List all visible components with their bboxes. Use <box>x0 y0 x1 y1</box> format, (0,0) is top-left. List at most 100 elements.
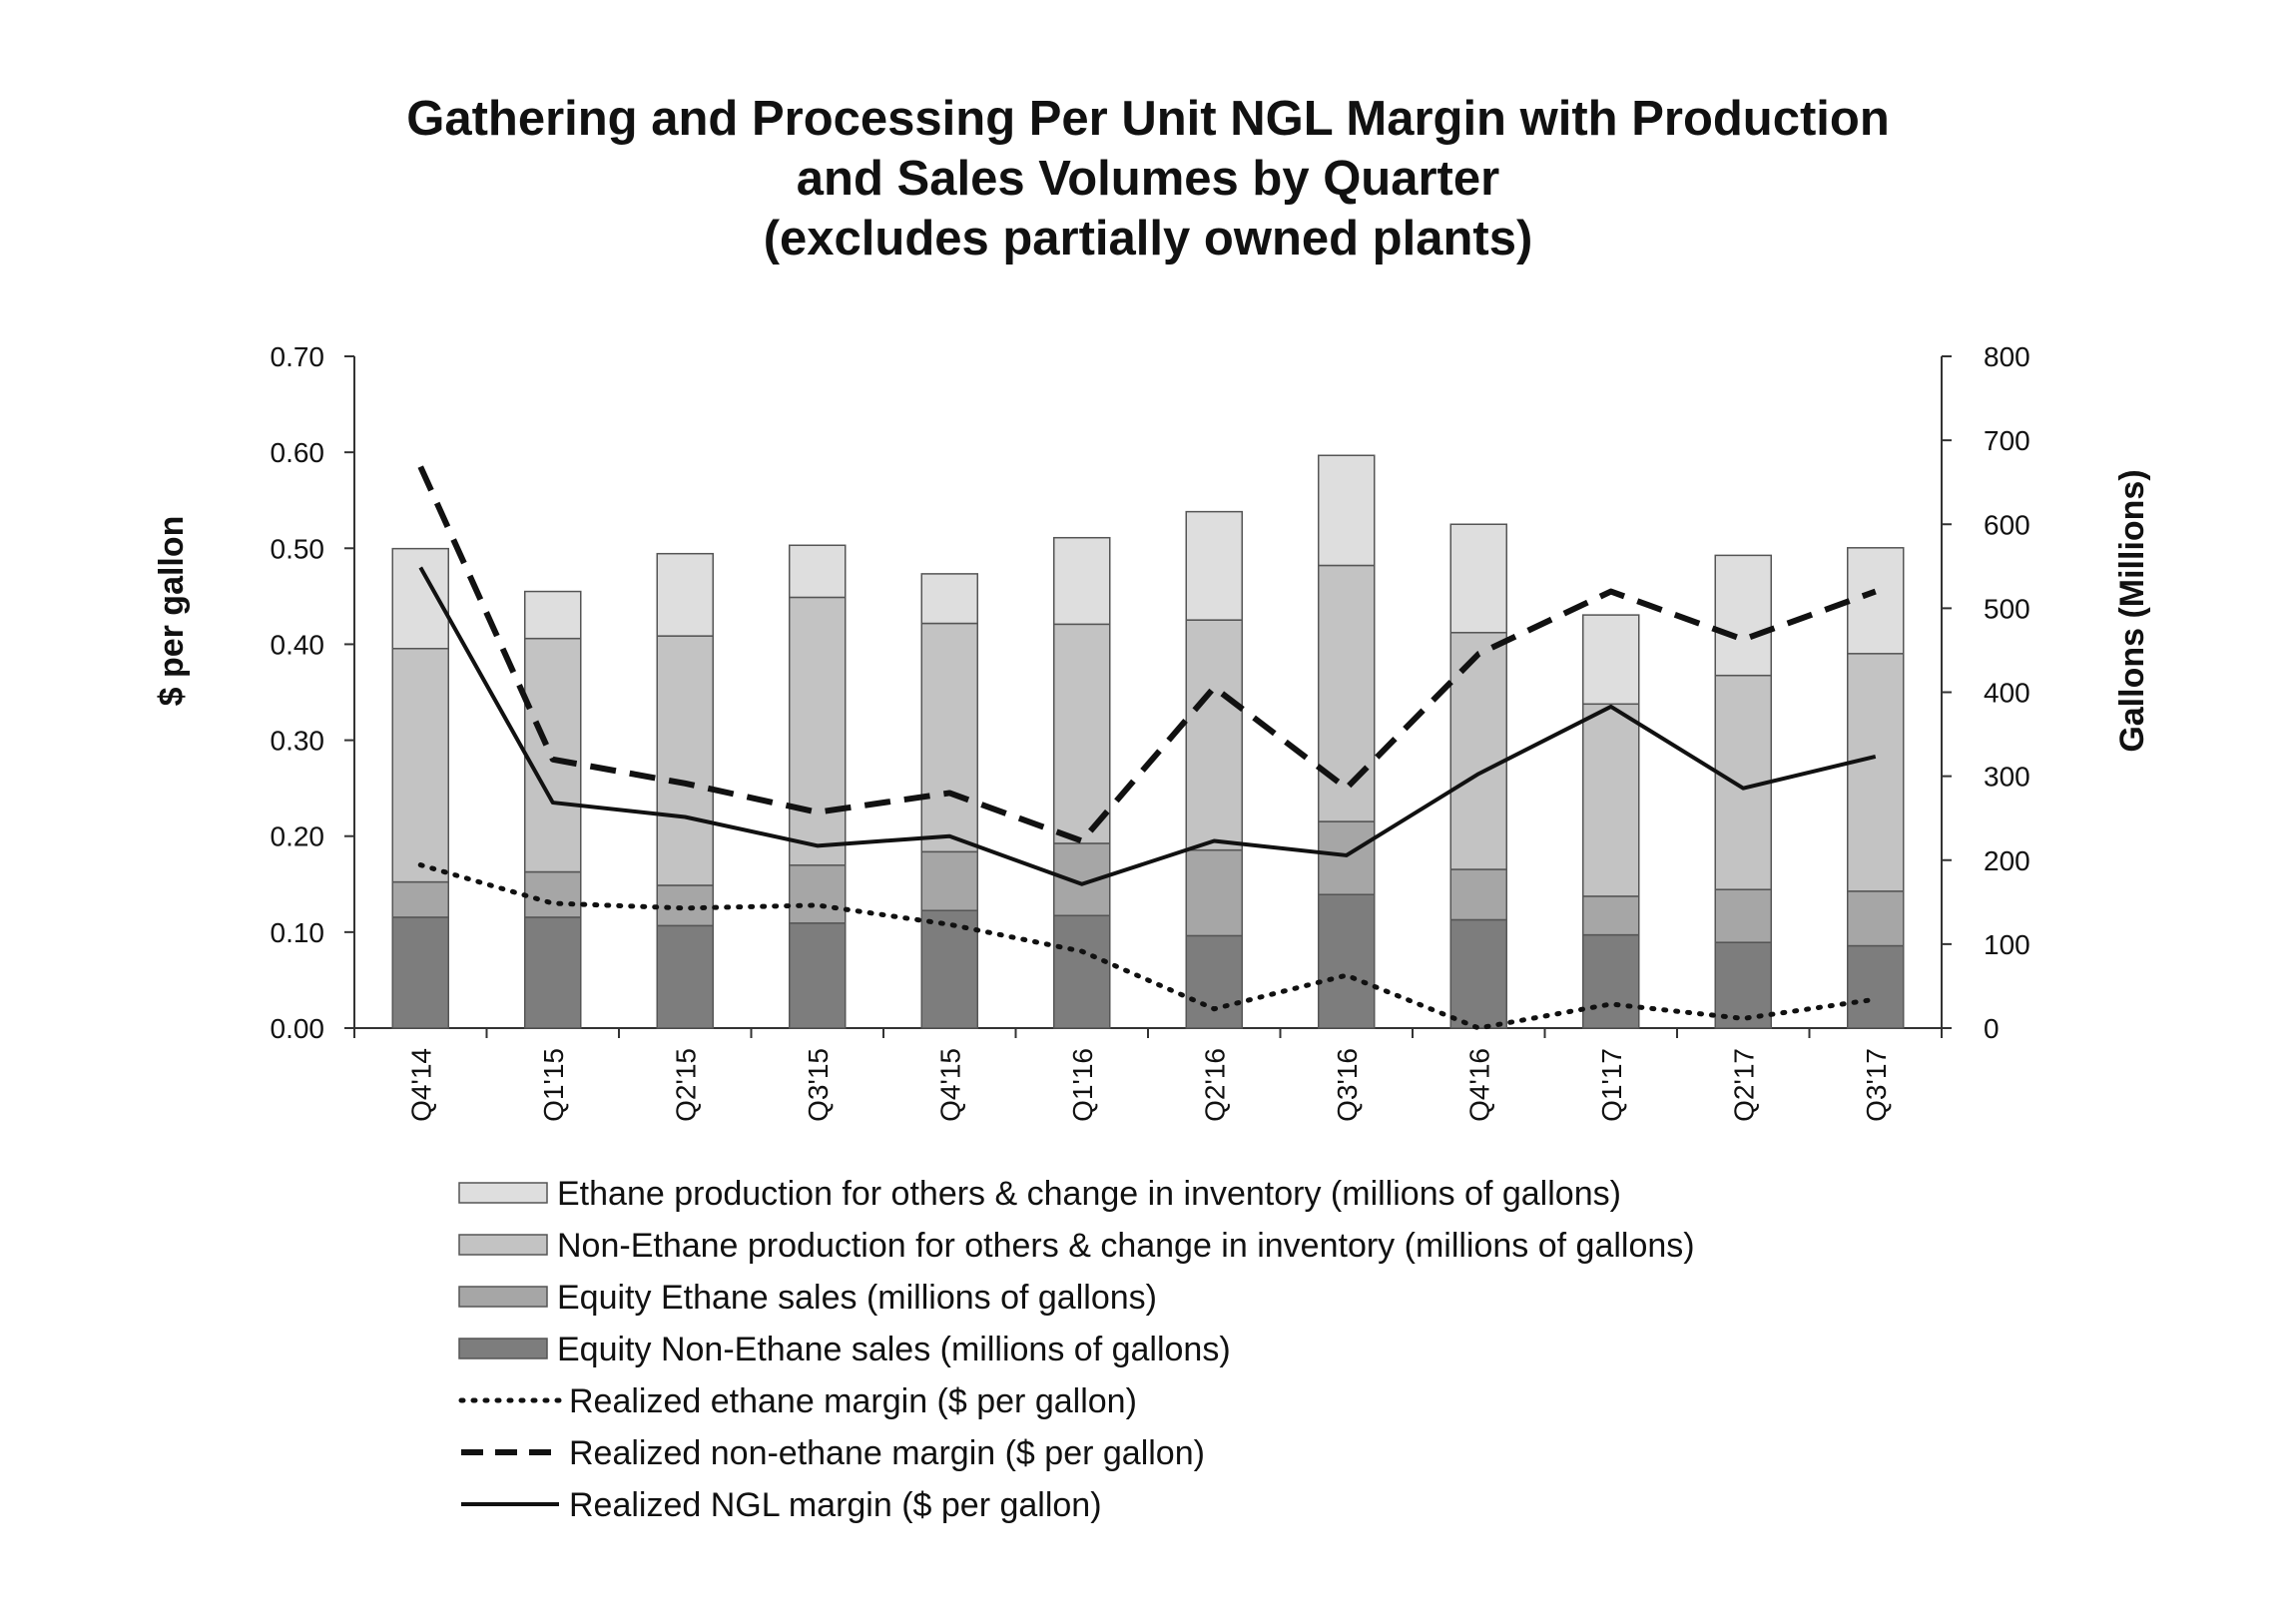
bar-segment-equity-non-ethane-sales <box>391 916 449 1029</box>
left-tick-label: 0.00 <box>271 1013 325 1044</box>
left-axis-title: $ per gallon <box>153 516 191 707</box>
bar-segment-non-ethane-production-for-others-change-in-inventory <box>656 635 714 886</box>
right-tick-label: 600 <box>1984 509 2030 540</box>
bar-segment-non-ethane-production-for-others-change-in-inventory <box>1185 619 1243 851</box>
chart-title-line-3: (excludes partially owned plants) <box>764 212 1533 266</box>
bar-segment-equity-ethane-sales <box>789 864 847 924</box>
bar-segment-equity-non-ethane-sales <box>1449 918 1507 1029</box>
x-tick-label: Q3'16 <box>1332 1048 1363 1122</box>
bar-segment-equity-non-ethane-sales <box>1318 893 1376 1029</box>
right-tick-label: 800 <box>1984 341 2030 372</box>
legend-swatch <box>458 1286 548 1308</box>
lines <box>417 465 1879 1031</box>
bar-segment-non-ethane-production-for-others-change-in-inventory <box>1318 564 1376 822</box>
bar-segment-non-ethane-production-for-others-change-in-inventory <box>789 596 847 866</box>
chart-title-line-2: and Sales Volumes by Quarter <box>797 152 1499 206</box>
bar-segment-equity-ethane-sales <box>920 850 978 911</box>
series-line-realized-ethane-margin <box>417 862 1879 1031</box>
legend-label: Equity Ethane sales (millions of gallons… <box>557 1279 1157 1317</box>
bar-segment-non-ethane-production-for-others-change-in-inventory <box>391 648 449 883</box>
legend-label: Realized NGL margin ($ per gallon) <box>569 1486 1102 1524</box>
x-tick-label: Q1'15 <box>538 1048 569 1122</box>
bar-segment-equity-non-ethane-sales <box>920 909 978 1029</box>
legend-label: Ethane production for others & change in… <box>557 1175 1621 1213</box>
legend-swatch <box>458 1234 548 1256</box>
bar-segment-non-ethane-production-for-others-change-in-inventory <box>1449 632 1507 870</box>
left-tick-label: 0.50 <box>271 533 325 564</box>
bar-segment-ethane-production-for-others-change-in-inventory <box>1185 510 1243 621</box>
bars <box>391 454 1905 1029</box>
bar-segment-equity-ethane-sales <box>1449 868 1507 921</box>
legend-item: Non-Ethane production for others & chang… <box>458 1227 1695 1265</box>
left-tick-label: 0.60 <box>271 437 325 468</box>
bar-segment-ethane-production-for-others-change-in-inventory <box>789 544 847 599</box>
right-axis-title: Gallons (Millions) <box>2113 469 2151 752</box>
right-tick-label: 100 <box>1984 929 2030 960</box>
legend-label: Equity Non-Ethane sales (millions of gal… <box>557 1331 1231 1368</box>
legend-label: Realized non-ethane margin ($ per gallon… <box>569 1434 1205 1472</box>
bar-segment-non-ethane-production-for-others-change-in-inventory <box>1053 623 1111 844</box>
bar-segment-equity-non-ethane-sales <box>1582 933 1640 1029</box>
chart-title-line-1: Gathering and Processing Per Unit NGL Ma… <box>406 92 1890 146</box>
bar-segment-ethane-production-for-others-change-in-inventory <box>1318 454 1376 567</box>
bar-segment-equity-non-ethane-sales <box>524 916 582 1029</box>
bar-segment-ethane-production-for-others-change-in-inventory <box>1449 523 1507 634</box>
bar-segment-equity-ethane-sales <box>1185 848 1243 937</box>
legend-item: Equity Ethane sales (millions of gallons… <box>458 1279 1157 1317</box>
bar-segment-ethane-production-for-others-change-in-inventory <box>1053 536 1111 626</box>
x-tick-label: Q4'14 <box>405 1048 436 1122</box>
bar-segment-equity-non-ethane-sales <box>656 924 714 1029</box>
bar-segment-equity-ethane-sales <box>524 870 582 918</box>
bar-segment-non-ethane-production-for-others-change-in-inventory <box>524 637 582 873</box>
left-tick-label: 0.40 <box>271 629 325 660</box>
bar-segment-non-ethane-production-for-others-change-in-inventory <box>1582 703 1640 897</box>
right-tick-label: 400 <box>1984 678 2030 709</box>
legend-item: Realized NGL margin ($ per gallon) <box>461 1486 1102 1524</box>
bar-segment-equity-ethane-sales <box>1714 888 1772 943</box>
legend: Ethane production for others & change in… <box>458 1175 1695 1524</box>
bar-segment-equity-ethane-sales <box>1847 890 1905 947</box>
bar-segment-equity-non-ethane-sales <box>1053 914 1111 1029</box>
bar-segment-equity-ethane-sales <box>391 880 449 918</box>
x-tick-label: Q1'16 <box>1067 1048 1098 1122</box>
legend-item: Realized non-ethane margin ($ per gallon… <box>461 1434 1205 1472</box>
x-tick-label: Q4'16 <box>1463 1048 1494 1122</box>
bar-segment-ethane-production-for-others-change-in-inventory <box>524 590 582 640</box>
bar-segment-ethane-production-for-others-change-in-inventory <box>656 552 714 637</box>
tick-labels: 0.00 0.10 0.20 0.30 0.40 0.50 0.60 0.70 0 100 200 3… <box>271 341 2030 1122</box>
left-tick-label: 0.10 <box>271 917 325 948</box>
left-tick-label: 0.20 <box>271 821 325 852</box>
x-tick-label: Q4'15 <box>934 1048 965 1122</box>
x-tick-label: Q2'17 <box>1728 1048 1759 1122</box>
bar-segment-ethane-production-for-others-change-in-inventory <box>1714 554 1772 677</box>
series-line-realized-ngl-margin <box>418 566 1877 886</box>
bar-segment-equity-ethane-sales <box>1582 895 1640 936</box>
bar-segment-equity-non-ethane-sales <box>1847 944 1905 1029</box>
left-tick-label: 0.30 <box>271 726 325 757</box>
x-tick-label: Q2'15 <box>670 1048 701 1122</box>
x-tick-label: Q3'17 <box>1861 1048 1892 1122</box>
legend-item: Ethane production for others & change in… <box>458 1175 1621 1213</box>
right-tick-label: 0 <box>1984 1013 2000 1044</box>
right-tick-label: 700 <box>1984 425 2030 456</box>
right-tick-label: 500 <box>1984 593 2030 624</box>
legend-item: Equity Non-Ethane sales (millions of gal… <box>458 1331 1231 1368</box>
bar-segment-ethane-production-for-others-change-in-inventory <box>1582 614 1640 706</box>
bar-segment-equity-non-ethane-sales <box>1714 941 1772 1029</box>
series-line-realized-non-ethane-margin <box>417 465 1877 844</box>
bar-segment-equity-non-ethane-sales <box>1185 934 1243 1029</box>
bar-segment-ethane-production-for-others-change-in-inventory <box>1847 547 1905 655</box>
right-tick-label: 300 <box>1984 762 2030 793</box>
legend-swatch <box>458 1182 548 1204</box>
legend-swatch <box>458 1338 548 1359</box>
chart-title: Gathering and Processing Per Unit NGL Ma… <box>406 92 1890 266</box>
bar-segment-equity-ethane-sales <box>1318 820 1376 895</box>
left-tick-label: 0.70 <box>271 341 325 372</box>
bar-segment-ethane-production-for-others-change-in-inventory <box>920 573 978 625</box>
legend-label: Realized ethane margin ($ per gallon) <box>569 1382 1137 1420</box>
bar-segment-equity-non-ethane-sales <box>789 922 847 1029</box>
legend-label: Non-Ethane production for others & chang… <box>557 1227 1695 1265</box>
bar-segment-non-ethane-production-for-others-change-in-inventory <box>1847 653 1905 892</box>
right-tick-label: 200 <box>1984 845 2030 876</box>
